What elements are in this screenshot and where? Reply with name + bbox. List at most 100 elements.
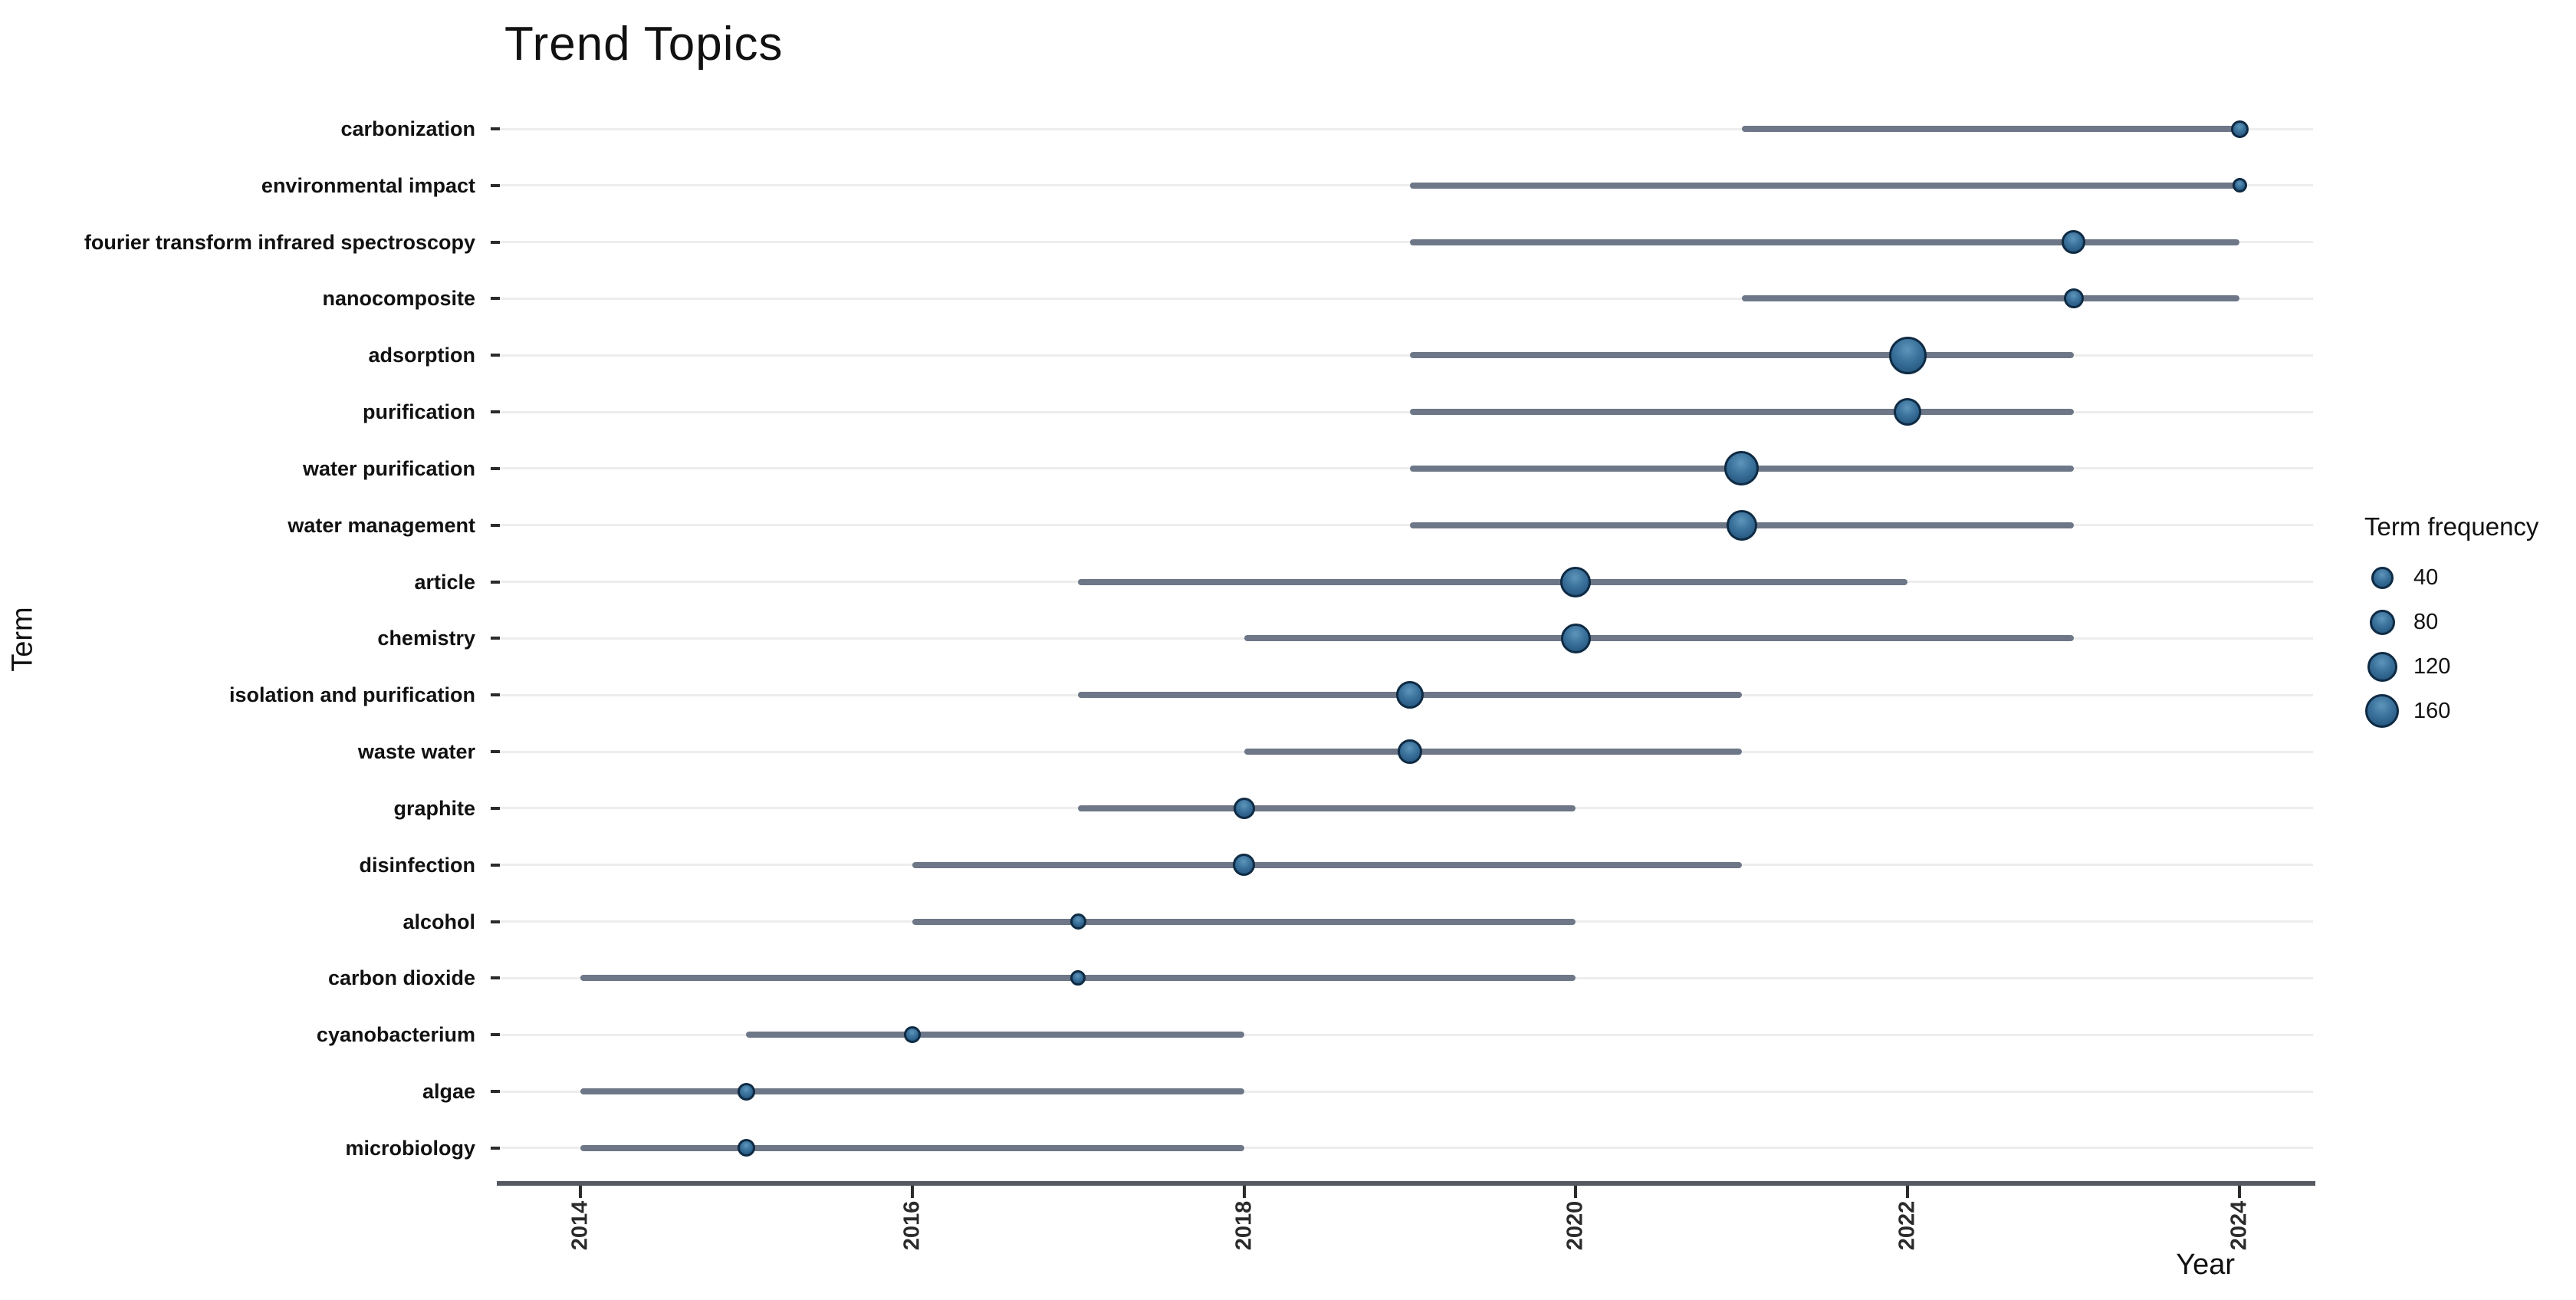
data-point (737, 1139, 755, 1157)
y-axis-tick (491, 240, 500, 244)
y-axis-label: alcohol (402, 910, 475, 933)
x-axis-tick (1242, 1186, 1246, 1198)
legend-item: 120 (2364, 649, 2576, 684)
legend-items: 40 80 120 160 (2346, 560, 2576, 729)
data-point (1398, 739, 1422, 765)
row-grid-line (498, 1033, 2313, 1036)
data-point (1396, 681, 1424, 709)
data-point (1070, 913, 1086, 930)
y-axis-label: article (414, 570, 475, 594)
row-grid-line (498, 467, 2313, 470)
legend-size-label: 80 (2413, 609, 2439, 634)
y-axis-tick (491, 410, 500, 414)
y-axis-tick (491, 806, 500, 810)
y-axis-tick (491, 1090, 500, 1094)
x-axis-tick (579, 1186, 582, 1198)
y-axis-label: water purification (302, 456, 475, 480)
y-axis-tick (491, 354, 500, 357)
y-axis-label: carbonization (340, 117, 475, 140)
data-point (1233, 854, 1256, 877)
legend-dot-box (2364, 651, 2400, 682)
x-axis-tick (1906, 1186, 1910, 1198)
y-axis-label: fourier transform infrared spectroscopy (84, 230, 475, 254)
x-axis-tick (1574, 1186, 1578, 1198)
term-year-range-line (1410, 352, 2074, 359)
legend-dot-box (2364, 694, 2400, 728)
row-grid-line (498, 524, 2313, 527)
y-axis-label: environmental impact (261, 173, 475, 197)
x-axis-tick-label: 2018 (1231, 1200, 1257, 1251)
term-year-range-line (1244, 635, 2074, 642)
y-axis-label: purification (363, 400, 475, 424)
term-year-range-line (912, 918, 1576, 925)
y-axis-label: carbon dioxide (327, 966, 475, 990)
data-point (1070, 970, 1086, 986)
legend-item: 80 (2364, 604, 2576, 640)
y-axis-tick (491, 1146, 500, 1150)
row-grid-line (498, 127, 2313, 130)
x-axis-tick-label: 2016 (899, 1200, 925, 1251)
y-axis-label: graphite (393, 796, 475, 820)
legend-size-dot (2369, 609, 2395, 635)
row-grid-line (498, 184, 2313, 187)
data-point (903, 1026, 921, 1044)
data-point (1726, 509, 1757, 541)
row-grid-line (498, 1090, 2313, 1093)
legend-item: 40 (2364, 560, 2576, 595)
term-year-range-line (1410, 182, 2239, 189)
legend-title: Term frequency (2364, 512, 2539, 541)
y-axis-label: algae (422, 1080, 475, 1104)
y-axis-tick (491, 297, 500, 301)
data-point (2063, 288, 2084, 309)
y-axis-tick (491, 976, 500, 980)
y-axis-tick (491, 1033, 500, 1037)
data-point (1894, 398, 1922, 426)
y-axis-tick (491, 863, 500, 867)
data-point (1233, 797, 1255, 819)
y-axis-label: isolation and purification (228, 683, 475, 707)
y-axis-label: chemistry (377, 627, 475, 650)
row-grid-line (498, 241, 2313, 244)
term-year-range-line (746, 1032, 1244, 1038)
data-point (1560, 623, 1591, 653)
legend-size-label: 120 (2413, 653, 2451, 679)
term-year-range-line (1410, 409, 2074, 416)
y-axis-label: cyanobacterium (316, 1023, 475, 1047)
y-axis-tick (491, 183, 500, 187)
legend-dot-box (2364, 609, 2400, 635)
x-axis-line (497, 1181, 2315, 1186)
x-axis-tick-label: 2020 (1562, 1200, 1588, 1251)
y-axis-tick (491, 637, 500, 640)
y-axis-label: water management (288, 513, 475, 537)
data-point (1560, 566, 1592, 597)
y-axis-tick (491, 523, 500, 527)
y-axis-tick (491, 127, 500, 130)
size-legend: Term frequency 40 80 120 160 (2346, 512, 2576, 729)
data-point (1724, 451, 1760, 486)
term-year-range-line (1244, 749, 1742, 755)
y-axis-tick (491, 580, 500, 584)
y-axis-label: microbiology (345, 1136, 475, 1160)
y-axis-label: disinfection (359, 853, 475, 877)
term-year-range-line (1741, 295, 2239, 302)
x-axis-tick (2238, 1186, 2241, 1198)
legend-size-dot (2367, 651, 2397, 682)
x-axis-tick (910, 1186, 914, 1198)
row-grid-line (498, 1147, 2313, 1150)
data-point (2230, 120, 2249, 138)
legend-size-dot (2371, 566, 2394, 589)
y-axis-tick (491, 920, 500, 923)
y-axis-label: nanocomposite (322, 287, 475, 311)
term-year-range-line (912, 861, 1742, 868)
chart-title: Trend Topics (504, 18, 784, 71)
y-axis-tick (491, 693, 500, 697)
term-year-range-line (580, 1088, 1244, 1095)
legend-size-dot (2365, 694, 2399, 728)
row-grid-line (498, 410, 2313, 413)
y-axis-label: adsorption (368, 344, 476, 367)
legend-item: 160 (2364, 693, 2576, 729)
data-point (2062, 230, 2086, 255)
x-axis-tick-label: 2022 (1894, 1200, 1920, 1251)
y-axis-label: waste water (357, 740, 475, 764)
legend-size-label: 160 (2413, 698, 2451, 723)
